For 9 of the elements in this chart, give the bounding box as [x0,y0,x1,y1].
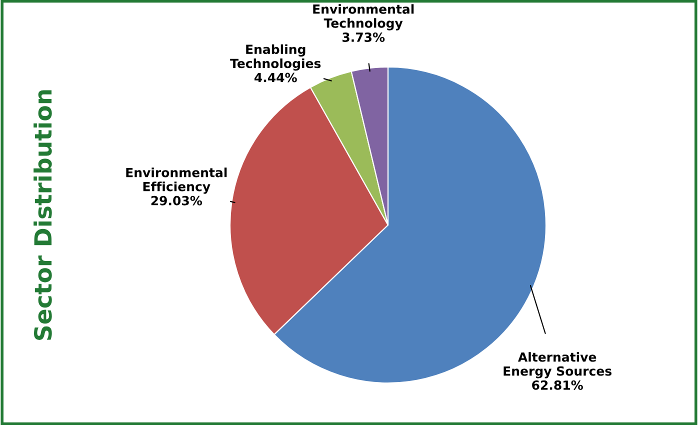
data-label: 29.03% [151,196,202,206]
slice-label: Alternative Energy Sources [504,352,612,378]
data-label: 4.44% [254,72,297,82]
slice-label: Environmental Technology [313,4,414,30]
text: Sector Distribution [34,90,52,340]
slice-label: Environmental Efficiency [126,168,227,194]
data-label: 62.81% [532,380,583,390]
slice-label: Enabling Technologies [230,44,321,71]
data-label: 3.73% [342,32,385,42]
